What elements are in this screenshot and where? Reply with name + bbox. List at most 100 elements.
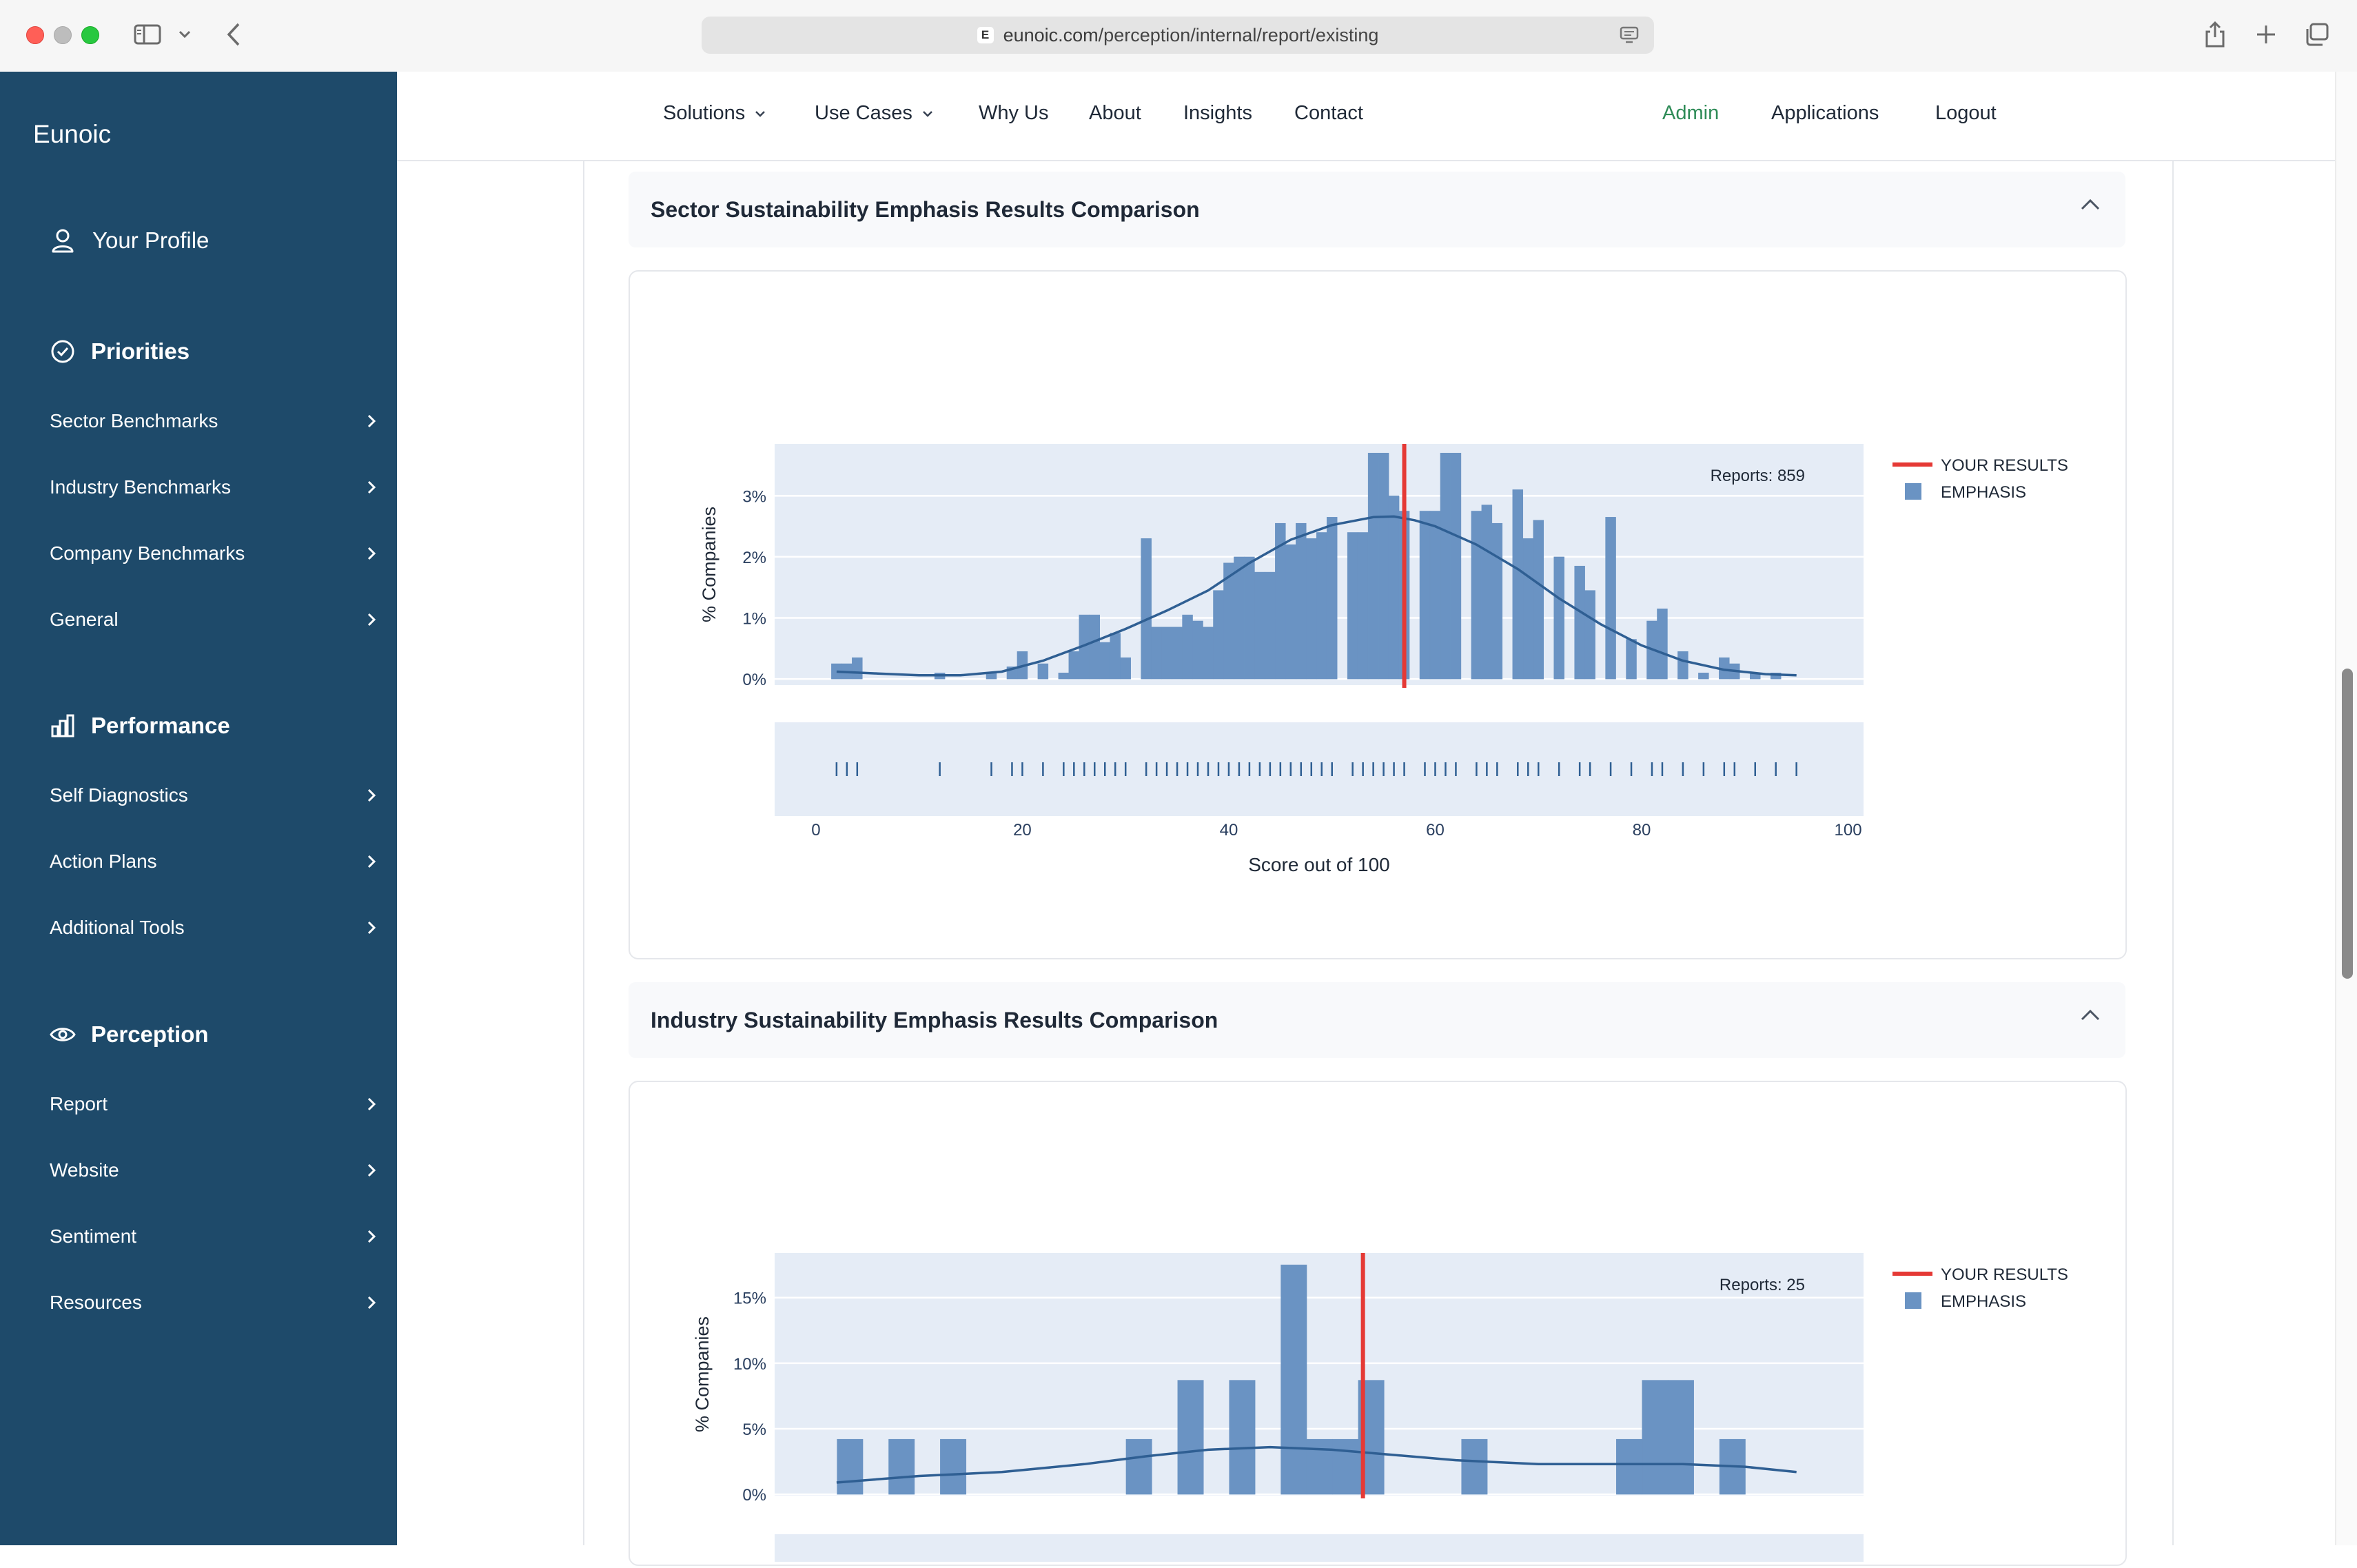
histogram-bar <box>1677 651 1688 680</box>
chevron-right-icon <box>367 1296 380 1310</box>
histogram-bar <box>1512 489 1524 680</box>
scrollbar[interactable] <box>2335 72 2357 1545</box>
legend-swatch-emphasis <box>1905 1292 1921 1309</box>
sidebar-item-your-profile[interactable]: Your Profile <box>50 227 209 254</box>
nav-insights[interactable]: Insights <box>1183 102 1252 124</box>
histogram-bar <box>1110 633 1121 680</box>
histogram-bar <box>1770 673 1782 680</box>
chevron-down-icon[interactable] <box>176 17 193 52</box>
sidebar-item-website[interactable]: Website <box>50 1150 380 1191</box>
sector-chart-card: 0% 1% 2% 3% Reports: 859 % Companies YOUR RESU… <box>629 270 2127 959</box>
histogram-bar <box>1461 1438 1488 1495</box>
sidebar-item-report[interactable]: Report <box>50 1083 380 1125</box>
histogram-bar <box>1481 505 1493 680</box>
sidebar-item-resources[interactable]: Resources <box>50 1282 380 1323</box>
sidebar-item-action-plans[interactable]: Action Plans <box>50 841 380 882</box>
section-priorities: Priorities <box>50 338 190 365</box>
scrollbar-thumb[interactable] <box>2342 669 2353 979</box>
chevron-down-icon <box>745 110 766 118</box>
nav-admin[interactable]: Admin <box>1662 102 1720 124</box>
histogram-bar <box>1296 522 1307 680</box>
sidebar-item-label: Company Benchmarks <box>50 542 245 564</box>
sidebar-toggle-icon[interactable] <box>132 17 163 52</box>
histogram-bar <box>1099 642 1110 680</box>
back-arrow-icon[interactable] <box>222 17 245 52</box>
density-curve <box>836 1445 1797 1484</box>
share-icon[interactable] <box>2201 17 2229 52</box>
url-domain: eunoic.com <box>1003 24 1099 45</box>
histogram-bar <box>852 657 863 680</box>
histogram-bar <box>940 1438 967 1495</box>
histogram-bar <box>1058 673 1070 680</box>
chevron-right-icon <box>367 1163 380 1177</box>
histogram-bar <box>1316 532 1327 680</box>
chevron-right-icon <box>367 788 380 802</box>
histogram-bar <box>1440 453 1451 680</box>
minimize-window-button[interactable] <box>54 26 72 44</box>
y-tick-label: 3% <box>742 487 766 506</box>
histogram-bar <box>1533 520 1544 680</box>
chevron-right-icon <box>367 1097 380 1111</box>
x-tick-label: 20 <box>1013 821 1032 839</box>
sector-comparison-header[interactable]: Sector Sustainability Emphasis Results C… <box>629 172 2125 247</box>
histogram-bar <box>1450 453 1462 680</box>
histogram-bar <box>1367 453 1379 680</box>
histogram-bar <box>1161 627 1172 680</box>
nav-about[interactable]: About <box>1089 102 1141 124</box>
histogram-bar <box>1357 532 1369 680</box>
histogram-bar <box>1378 453 1389 680</box>
y-tick-label: 2% <box>742 549 766 567</box>
histogram-bar <box>1151 627 1162 680</box>
close-window-button[interactable] <box>26 26 44 44</box>
sidebar-item-label: Your Profile <box>92 227 210 253</box>
reports-count: Reports: 25 <box>1720 1276 1805 1294</box>
sidebar-item-additional-tools[interactable]: Additional Tools <box>50 907 380 948</box>
brand-logo[interactable]: Eunoic <box>33 120 112 148</box>
new-tab-icon[interactable] <box>2254 17 2278 52</box>
histogram-bar <box>1491 522 1503 680</box>
chevron-up-icon[interactable] <box>2080 1008 2101 1026</box>
industry-comparison-header[interactable]: Industry Sustainability Emphasis Results… <box>629 982 2125 1058</box>
x-tick-label: 0 <box>811 821 820 839</box>
tab-overview-icon[interactable] <box>2303 17 2331 52</box>
histogram-bar <box>1089 614 1101 680</box>
eye-icon <box>50 1021 91 1048</box>
histogram-bar <box>1177 1380 1204 1495</box>
y-tick-label: 5% <box>742 1421 766 1439</box>
section-performance: Performance <box>50 713 230 739</box>
section-title: Perception <box>91 1021 209 1047</box>
top-nav: Solutions Use Cases Why Us About Insight… <box>397 72 2335 161</box>
nav-use-cases[interactable]: Use Cases <box>815 102 933 125</box>
sidebar-item-label: Sentiment <box>50 1225 137 1247</box>
legend-label-your-results: YOUR RESULTS <box>1941 1265 2068 1284</box>
address-bar[interactable]: E eunoic.com/perception/internal/report/… <box>702 17 1654 54</box>
nav-applications[interactable]: Applications <box>1771 102 1879 124</box>
nav-solutions[interactable]: Solutions <box>663 102 766 125</box>
logout-button[interactable]: Logout <box>1935 102 1997 124</box>
nav-contact[interactable]: Contact <box>1294 102 1363 124</box>
histogram-bar <box>1326 517 1338 680</box>
maximize-window-button[interactable] <box>81 26 99 44</box>
chevron-right-icon <box>367 921 380 935</box>
industry-chart-card: 0% 5% 10% 15% Reports: 25 % Companies YOUR RES… <box>629 1081 2127 1566</box>
browser-toolbar: E eunoic.com/perception/internal/report/… <box>0 0 2357 73</box>
y-tick-label: 15% <box>733 1290 766 1308</box>
histogram-bar <box>1141 538 1152 680</box>
x-tick-label: 80 <box>1633 821 1651 839</box>
sidebar-item-label: Additional Tools <box>50 917 185 938</box>
histogram-bar <box>1172 627 1183 680</box>
sidebar-item-self-diagnostics[interactable]: Self Diagnostics <box>50 775 380 816</box>
nav-why-us[interactable]: Why Us <box>979 102 1049 124</box>
sidebar-item-sector-benchmarks[interactable]: Sector Benchmarks <box>50 400 380 442</box>
histogram-bar <box>1347 532 1358 680</box>
sidebar-item-sentiment[interactable]: Sentiment <box>50 1216 380 1257</box>
histogram-bar <box>1120 657 1131 680</box>
sidebar-item-company-benchmarks[interactable]: Company Benchmarks <box>50 533 380 574</box>
sidebar-item-general[interactable]: General <box>50 599 380 640</box>
y-tick-label: 10% <box>733 1355 766 1374</box>
histogram-bar <box>1553 556 1564 680</box>
url-path: /perception/internal/report/existing <box>1098 24 1379 45</box>
reader-mode-icon[interactable] <box>1620 26 1639 49</box>
chevron-up-icon[interactable] <box>2080 198 2101 215</box>
sidebar-item-industry-benchmarks[interactable]: Industry Benchmarks <box>50 467 380 508</box>
